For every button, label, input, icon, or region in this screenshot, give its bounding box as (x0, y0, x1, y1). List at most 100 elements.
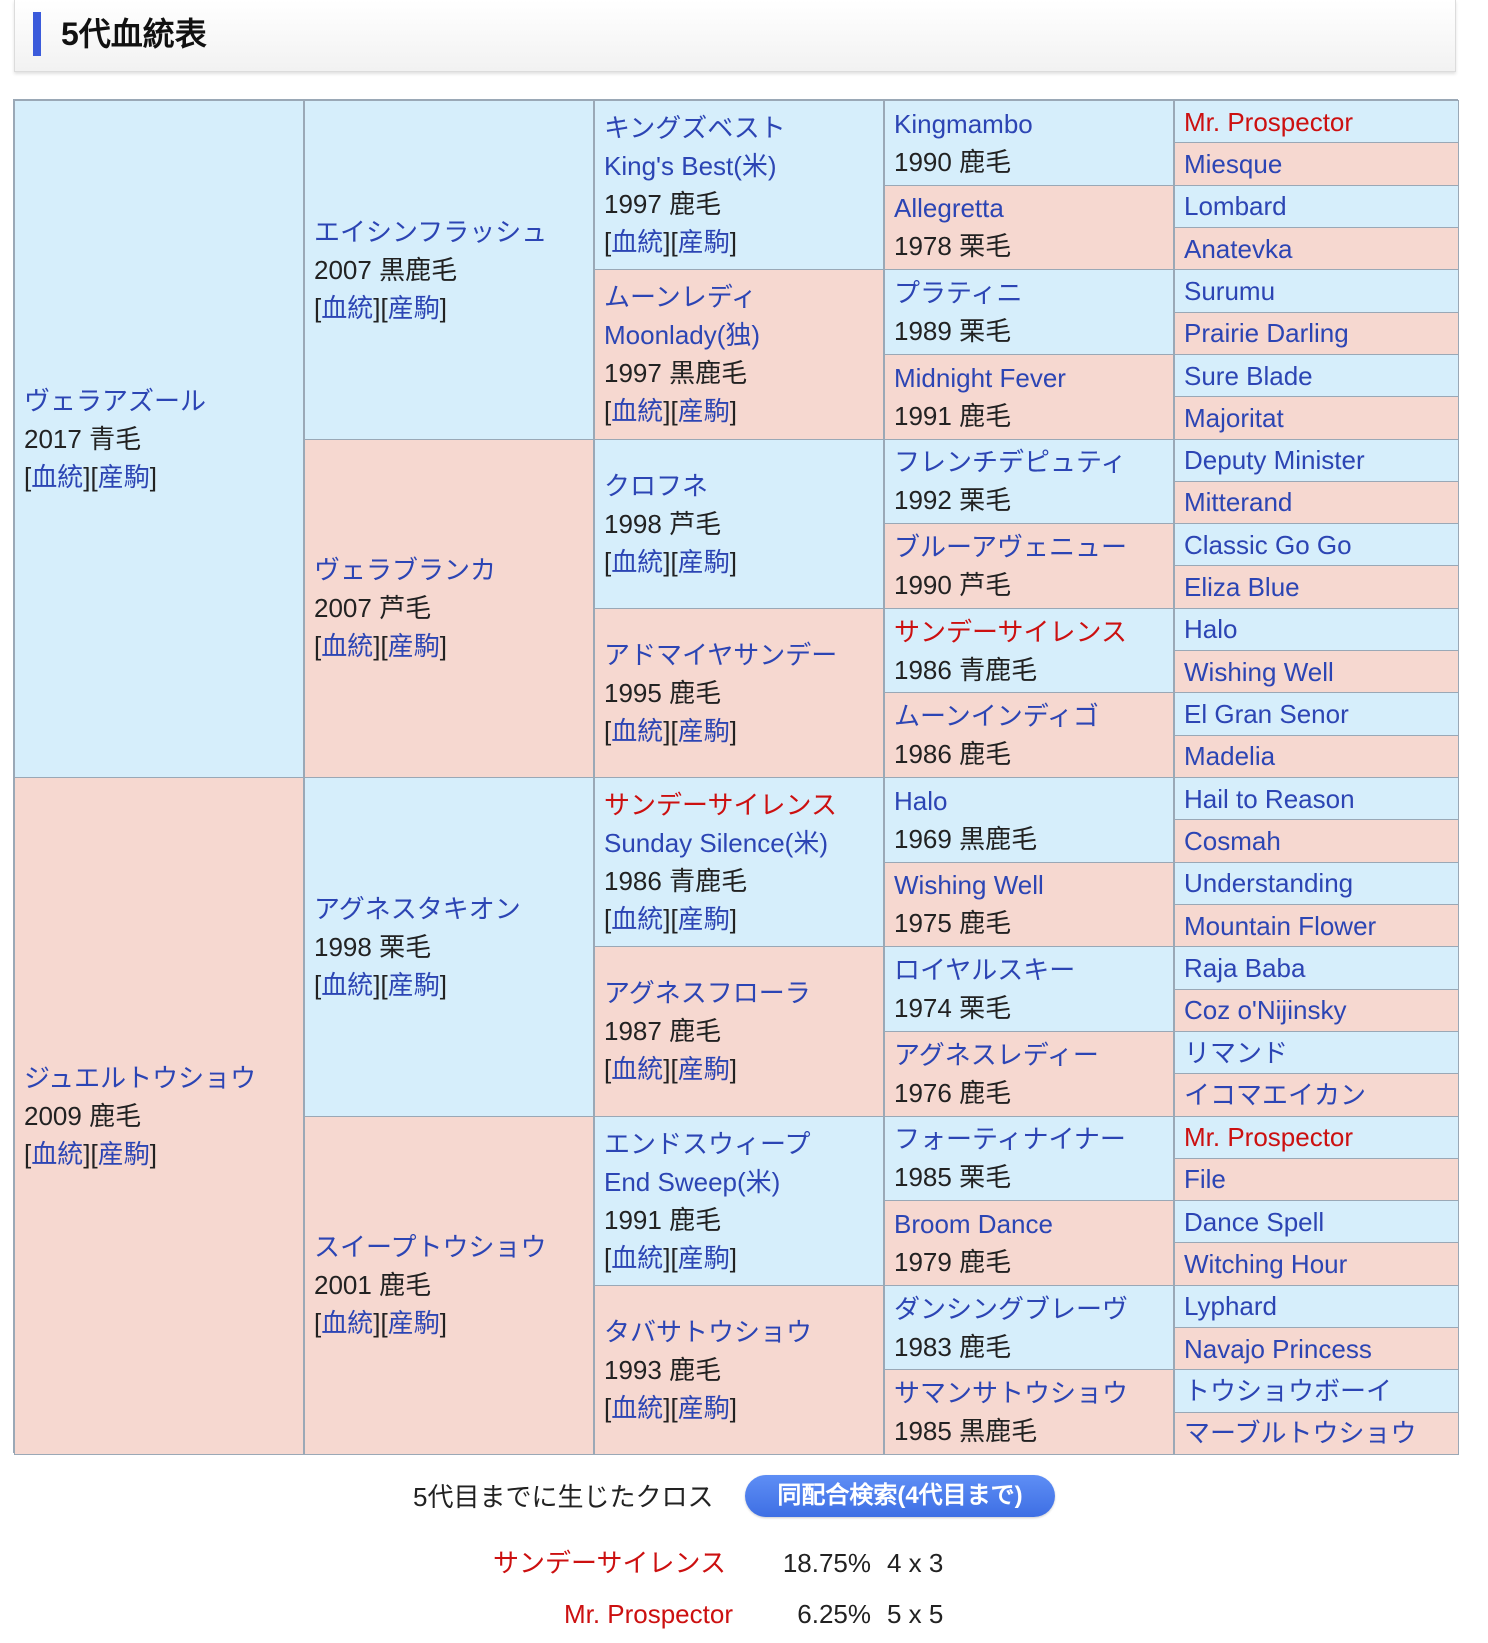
pedigree-link[interactable]: 血統 (611, 1242, 664, 1273)
horse-name-link[interactable]: アグネスタキオン (314, 893, 521, 924)
bracket: ][ (663, 904, 678, 935)
pedigree-link[interactable]: 血統 (321, 631, 374, 662)
pedigree-link[interactable]: 血統 (611, 396, 664, 427)
progeny-link[interactable]: 産駒 (677, 1242, 730, 1273)
horse-name-link[interactable]: Madelia (1184, 741, 1276, 772)
horse-name-link[interactable]: Kingmambo (894, 108, 1033, 139)
horse-name-link[interactable]: Understanding (1184, 868, 1354, 899)
horse-foreign-name-link[interactable]: End Sweep(米) (604, 1166, 781, 1197)
progeny-link[interactable]: 産駒 (387, 969, 440, 1000)
progeny-link[interactable]: 産駒 (387, 292, 440, 323)
horse-name-link[interactable]: Classic Go Go (1184, 529, 1352, 560)
horse-foreign-name-link[interactable]: King's Best(米) (604, 151, 777, 182)
horse-name-link[interactable]: Lyphard (1184, 1291, 1277, 1322)
horse-name-link[interactable]: Coz o'Nijinsky (1184, 995, 1347, 1026)
horse-name-link[interactable]: Wishing Well (1184, 656, 1334, 687)
horse-name-link[interactable]: Prairie Darling (1184, 318, 1349, 349)
horse-name-link[interactable]: Raja Baba (1184, 952, 1306, 983)
progeny-link[interactable]: 産駒 (677, 546, 730, 577)
horse-name-link[interactable]: Witching Hour (1184, 1249, 1348, 1280)
horse-name-link[interactable]: サンデーサイレンス (604, 790, 837, 821)
horse-name-link[interactable]: Anatevka (1184, 233, 1293, 264)
horse-name-link[interactable]: Mr. Prospector (1184, 106, 1354, 137)
horse-name-link[interactable]: Halo (1184, 614, 1238, 645)
horse-name-link[interactable]: Cosmah (1184, 825, 1281, 856)
pedigree-link[interactable]: 血統 (611, 904, 664, 935)
horse-name-link[interactable]: Navajo Princess (1184, 1333, 1372, 1364)
horse-name-link[interactable]: イコマエイカン (1184, 1079, 1367, 1110)
horse-name-link[interactable]: Broom Dance (894, 1208, 1053, 1239)
horse-name-link[interactable]: Majoritat (1184, 402, 1284, 433)
horse-name-link[interactable]: ムーンインディゴ (894, 701, 1099, 732)
horse-name-link[interactable]: Deputy Minister (1184, 445, 1365, 476)
progeny-link[interactable]: 産駒 (677, 1054, 730, 1085)
horse-name-link[interactable]: アグネスレディー (894, 1039, 1099, 1070)
pedigree-link[interactable]: 血統 (321, 969, 374, 1000)
horse-name-link[interactable]: Mr. Prospector (1184, 1122, 1354, 1153)
horse-name-link[interactable]: トウショウボーイ (1184, 1376, 1393, 1407)
horse-name-link[interactable]: Halo (894, 785, 948, 816)
pedigree-links: [血統][産駒] (314, 627, 593, 665)
progeny-link[interactable]: 産駒 (677, 1392, 730, 1423)
progeny-link[interactable]: 産駒 (387, 631, 440, 662)
horse-name-link[interactable]: Surumu (1184, 275, 1276, 306)
horse-name-link[interactable]: ロイヤルスキー (894, 955, 1076, 986)
horse-name-link[interactable]: Allegretta (894, 193, 1004, 224)
horse-name-link[interactable]: Dance Spell (1184, 1206, 1325, 1237)
horse-name-link[interactable]: El Gran Senor (1184, 699, 1349, 730)
horse-name-link[interactable]: Miesque (1184, 148, 1283, 179)
progeny-link[interactable]: 産駒 (677, 715, 730, 746)
pedigree-link[interactable]: 血統 (321, 292, 374, 323)
horse-name-link[interactable]: Lombard (1184, 191, 1287, 222)
progeny-link[interactable]: 産駒 (677, 396, 730, 427)
horse-name-link[interactable]: フォーティナイナー (894, 1124, 1126, 1155)
horse-foreign-name-link[interactable]: Sunday Silence(米) (604, 828, 828, 859)
horse-name-link[interactable]: Sure Blade (1184, 360, 1313, 391)
progeny-link[interactable]: 産駒 (97, 1139, 150, 1169)
horse-name-link[interactable]: File (1184, 1164, 1226, 1195)
horse-name-link[interactable]: クロフネ (604, 470, 709, 501)
cross-horse-name[interactable]: サンデーサイレンス (493, 1548, 726, 1578)
horse-name-link[interactable]: アドマイヤサンデー (604, 639, 838, 670)
horse-name-link[interactable]: ムーンレディ (604, 282, 757, 313)
horse-name-link[interactable]: サンデーサイレンス (894, 616, 1127, 647)
horse-name-link[interactable]: ブルーアヴェニュー (894, 531, 1127, 562)
horse-name-link[interactable]: Mitterand (1184, 487, 1293, 518)
horse-name-link[interactable]: ヴェラブランカ (314, 555, 497, 586)
horse-name-link[interactable]: Midnight Fever (894, 362, 1066, 393)
horse-name-link[interactable]: Wishing Well (894, 870, 1044, 901)
horse-name-link[interactable]: フレンチデピュティ (894, 447, 1127, 478)
horse-name-link[interactable]: スイープトウショウ (314, 1232, 547, 1263)
horse-name-link[interactable]: Hail to Reason (1184, 783, 1355, 814)
pedigree-link[interactable]: 血統 (31, 462, 84, 492)
horse-name-link[interactable]: リマンド (1184, 1037, 1289, 1068)
progeny-link[interactable]: 産駒 (97, 462, 150, 492)
pedigree-link[interactable]: 血統 (321, 1308, 374, 1339)
horse-name-link[interactable]: サマンサトウショウ (894, 1378, 1129, 1409)
pedigree-link[interactable]: 血統 (611, 1054, 664, 1085)
horse-name-link[interactable]: アグネスフローラ (604, 978, 811, 1009)
horse-name-link[interactable]: マーブルトウショウ (1184, 1418, 1417, 1449)
pedigree-link[interactable]: 血統 (611, 1392, 664, 1423)
same-mating-search-button[interactable]: 同配合検索(4代目まで) (745, 1475, 1055, 1517)
pedigree-link[interactable]: 血統 (611, 546, 664, 577)
horse-name-link[interactable]: キングズベスト (604, 113, 786, 144)
progeny-link[interactable]: 産駒 (387, 1308, 440, 1339)
horse-name-link[interactable]: タバサトウショウ (604, 1316, 813, 1347)
horse-name-link[interactable]: Mountain Flower (1184, 910, 1377, 941)
horse-name-link[interactable]: プラティニ (894, 278, 1023, 309)
progeny-link[interactable]: 産駒 (677, 904, 730, 935)
horse-name-link[interactable]: ジュエルトウショウ (24, 1063, 257, 1093)
horse-name-link[interactable]: ダンシングブレーヴ (894, 1293, 1129, 1324)
pedigree-link[interactable]: 血統 (611, 227, 664, 258)
horse-name-link[interactable]: エイシンフラッシュ (314, 216, 548, 247)
horse-name-link[interactable]: エンドスウィープ (604, 1128, 811, 1159)
horse-name-link[interactable]: Eliza Blue (1184, 572, 1300, 603)
horse-foreign-name-link[interactable]: Moonlady(独) (604, 320, 761, 351)
horse-name-link[interactable]: ヴェラアズール (24, 386, 207, 416)
cross-horse-name[interactable]: Mr. Prospector (563, 1599, 733, 1629)
progeny-link[interactable]: 産駒 (677, 227, 730, 258)
pedigree-cell-gen5: Mr. Prospector (1174, 100, 1459, 144)
pedigree-link[interactable]: 血統 (31, 1139, 84, 1169)
pedigree-link[interactable]: 血統 (611, 715, 664, 746)
